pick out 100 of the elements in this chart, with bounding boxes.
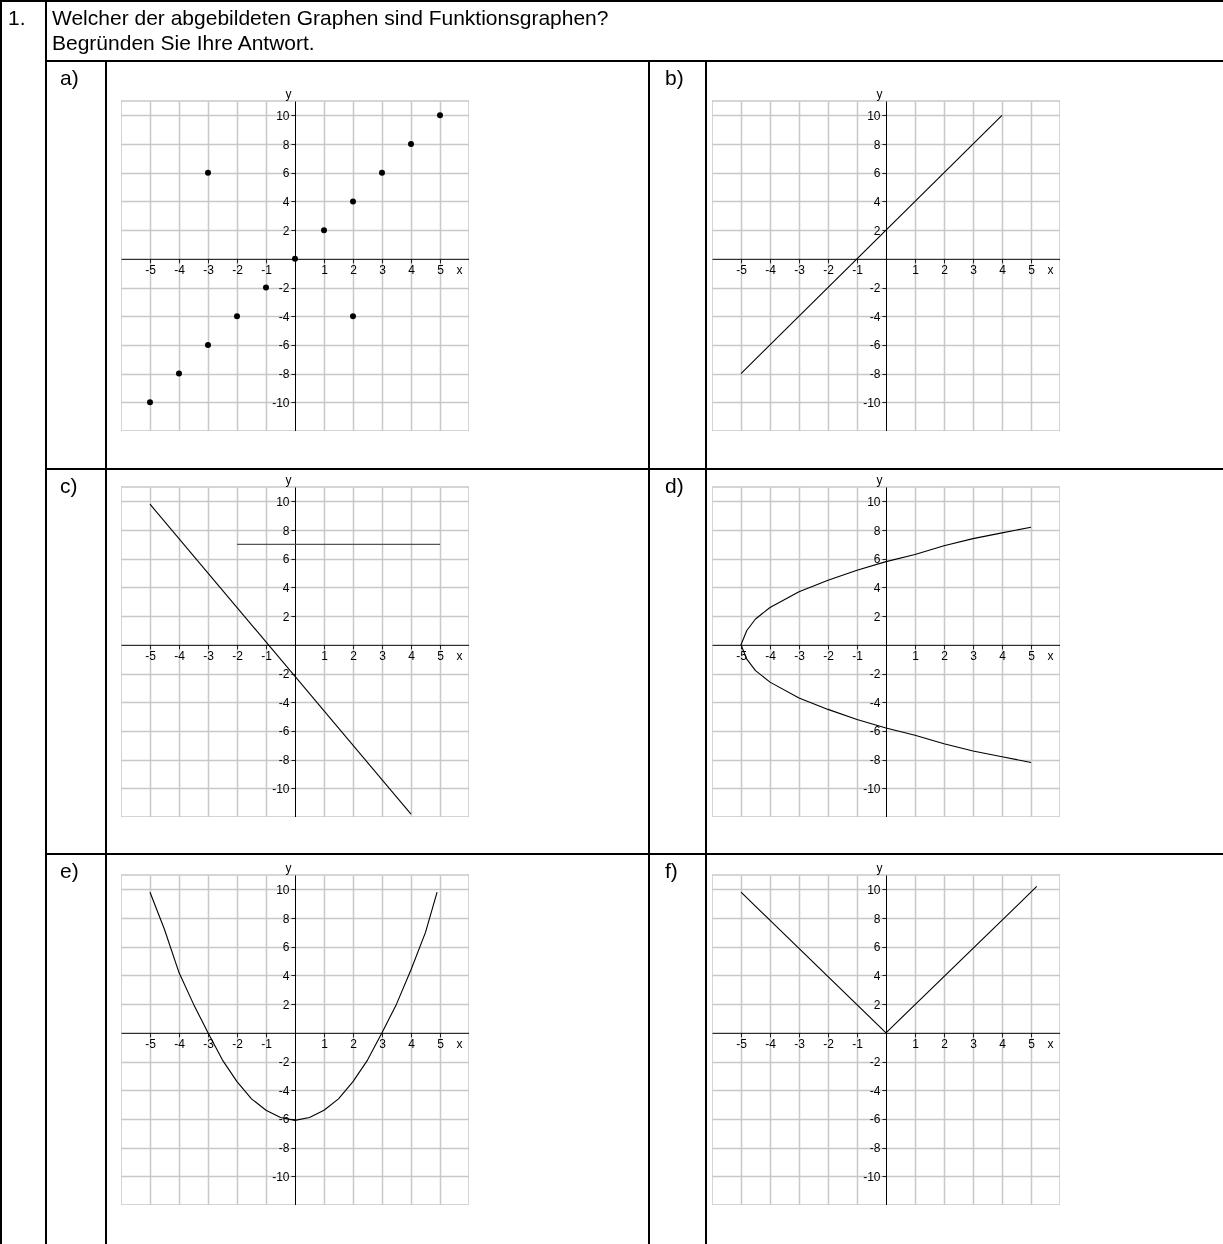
x-tick-label: -4 — [174, 649, 186, 664]
x-tick-label: 3 — [970, 1037, 978, 1052]
x-tick-label: -3 — [794, 1037, 806, 1052]
x-tick-label: -4 — [765, 263, 777, 278]
y-tick-label: -4 — [278, 695, 290, 710]
y-axis-title: y — [876, 860, 883, 875]
x-axis-title: x — [456, 1037, 463, 1052]
y-tick-label: -6 — [869, 338, 881, 353]
y-tick-label: -2 — [278, 1055, 290, 1070]
y-tick-label: 2 — [282, 223, 290, 238]
y-tick-label: -4 — [869, 695, 881, 710]
y-tick-label: -6 — [869, 724, 881, 739]
chart-title: a) — [60, 66, 79, 90]
y-tick-label: -10 — [863, 395, 881, 410]
x-tick-label: 2 — [350, 1037, 358, 1052]
y-tick-label: -8 — [869, 753, 881, 768]
y-tick-label: 6 — [873, 940, 881, 955]
y-tick-label: -4 — [278, 1083, 290, 1098]
x-tick-label: 1 — [912, 649, 920, 664]
y-tick-label: 10 — [867, 494, 881, 509]
x-tick-label: -3 — [203, 649, 215, 664]
x-tick-label: -2 — [232, 263, 244, 278]
x-axis-title: x — [456, 263, 463, 278]
point — [321, 227, 327, 234]
x-axis-title: x — [456, 649, 463, 664]
y-axis-title: y — [876, 86, 883, 101]
y-tick-label: -4 — [869, 1083, 881, 1098]
x-axis-title: x — [1047, 649, 1054, 664]
point — [379, 169, 385, 176]
y-tick-label: 4 — [873, 580, 881, 595]
x-tick-label: 5 — [437, 263, 445, 278]
y-tick-label: 6 — [282, 940, 290, 955]
x-tick-label: -3 — [794, 263, 806, 278]
x-tick-label: -3 — [794, 649, 806, 664]
y-tick-label: 8 — [873, 137, 881, 152]
x-tick-label: 4 — [999, 1037, 1007, 1052]
y-tick-label: 4 — [873, 194, 881, 209]
y-tick-label: 2 — [873, 609, 881, 624]
y-axis-title: y — [285, 86, 292, 101]
x-tick-label: 3 — [379, 1037, 387, 1052]
y-axis-title: y — [285, 860, 292, 875]
x-tick-label: 5 — [1028, 263, 1036, 278]
chart-title: d) — [665, 474, 684, 498]
x-tick-label: 2 — [350, 263, 358, 278]
y-tick-label: 10 — [276, 882, 290, 897]
x-tick-label: -1 — [852, 649, 864, 664]
x-tick-label: 5 — [1028, 649, 1036, 664]
y-tick-label: -10 — [863, 781, 881, 796]
x-tick-label: -2 — [823, 649, 835, 664]
x-axis-title: x — [1047, 1037, 1054, 1052]
y-tick-label: 10 — [867, 882, 881, 897]
x-tick-label: 4 — [408, 649, 416, 664]
y-tick-label: -10 — [272, 781, 290, 796]
x-tick-label: -1 — [852, 1037, 864, 1052]
y-tick-label: 8 — [282, 137, 290, 152]
x-tick-label: 1 — [912, 1037, 920, 1052]
y-tick-label: 2 — [873, 223, 881, 238]
text: 1. — [8, 6, 26, 30]
x-tick-label: -5 — [736, 1037, 748, 1052]
y-tick-label: 2 — [282, 609, 290, 624]
y-tick-label: 6 — [282, 552, 290, 567]
x-tick-label: -5 — [145, 263, 157, 278]
x-tick-label: -4 — [765, 1037, 777, 1052]
point — [176, 370, 182, 377]
x-tick-label: -2 — [232, 1037, 244, 1052]
y-tick-label: -2 — [278, 667, 290, 682]
y-tick-label: 4 — [282, 194, 290, 209]
point — [408, 141, 414, 148]
x-tick-label: 4 — [408, 263, 416, 278]
y-tick-label: 8 — [873, 911, 881, 926]
x-tick-label: 3 — [379, 649, 387, 664]
x-tick-label: -5 — [145, 649, 157, 664]
chart-title: c) — [60, 474, 78, 498]
point — [263, 284, 269, 291]
y-axis-title: y — [876, 472, 883, 487]
x-tick-label: 4 — [408, 1037, 416, 1052]
x-tick-label: -1 — [261, 1037, 273, 1052]
y-tick-label: -2 — [869, 667, 881, 682]
y-tick-label: -4 — [869, 309, 881, 324]
y-tick-label: -10 — [863, 1169, 881, 1184]
x-tick-label: -1 — [261, 263, 273, 278]
x-tick-label: 3 — [379, 263, 387, 278]
x-tick-label: -4 — [174, 1037, 186, 1052]
y-tick-label: 10 — [276, 494, 290, 509]
x-tick-label: 4 — [999, 263, 1007, 278]
point — [205, 169, 211, 176]
chart-title: b) — [665, 66, 684, 90]
y-tick-label: -6 — [278, 338, 290, 353]
y-tick-label: 4 — [873, 968, 881, 983]
chart-title: e) — [60, 859, 79, 883]
y-tick-label: -10 — [272, 1169, 290, 1184]
x-tick-label: -3 — [203, 263, 215, 278]
x-tick-label: 2 — [941, 263, 949, 278]
x-tick-label: 3 — [970, 263, 978, 278]
y-tick-label: 2 — [282, 997, 290, 1012]
y-tick-label: -2 — [869, 281, 881, 296]
y-tick-label: 8 — [282, 911, 290, 926]
y-tick-label: -8 — [278, 367, 290, 382]
point — [205, 341, 211, 348]
point — [350, 198, 356, 205]
